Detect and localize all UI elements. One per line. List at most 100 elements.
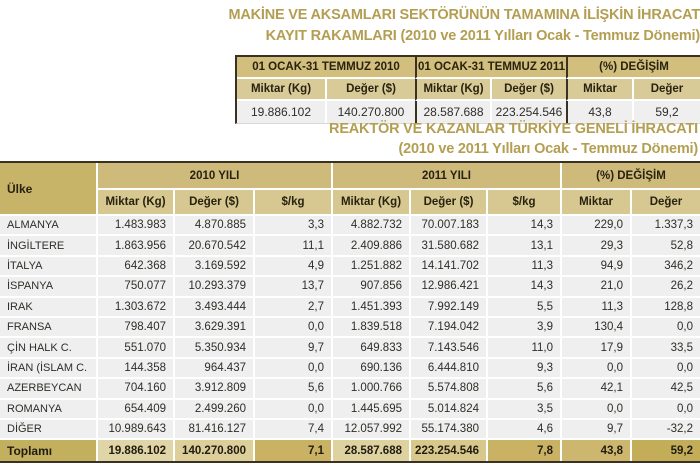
group-header-change: (%) DEĞİŞİM [560,163,700,190]
row-value: 11,3 [486,256,560,278]
row-value: 704.160 [96,379,173,400]
row-value: 14,3 [486,216,560,237]
row-value: 1.000.766 [331,379,409,400]
country-table: Ülke 2010 YILI 2011 YILI (%) DEĞİŞİM Mik… [0,161,700,464]
row-value: 3,9 [486,317,560,339]
row-value: 21,0 [560,277,630,298]
row-value: 0,0 [560,399,630,420]
row-value: 70.007.183 [409,216,486,237]
row-value: 0,0 [560,358,630,380]
column-header-country: Ülke [0,163,96,216]
row-value: 0,0 [630,399,700,420]
page-title-reactors-boilers: REAKTÖR VE KAZANLAR TÜRKİYE GENELİ İHRAC… [0,119,700,159]
row-value: 4,9 [253,256,331,278]
row-value: 5,6 [253,379,331,400]
column-header: Miktar [566,79,632,101]
row-value: 1.839.518 [331,317,409,339]
row-value: 13,1 [486,236,560,257]
row-value: 11,3 [560,297,630,318]
column-header: $/kg [486,190,560,216]
row-value: 52,8 [630,236,700,257]
row-country: ROMANYA [0,399,96,420]
row-value: 1.445.695 [331,399,409,420]
footer-label: Toplamı [0,440,96,462]
column-header: Miktar (Kg) [237,79,325,101]
row-country: ÇİN HALK C. [0,338,96,359]
row-country: İRAN (İSLAM C. [0,358,96,380]
row-value: 33,5 [630,338,700,359]
column-header: Değer [630,190,700,216]
row-value: 1.483.983 [96,216,173,237]
row-country: İNGİLTERE [0,236,96,257]
row-value: 55.174.380 [409,419,486,441]
row-value: 0,0 [253,399,331,420]
row-value: 12.057.992 [331,419,409,441]
footer-value: 7,8 [486,440,560,462]
row-value: 29,3 [560,236,630,257]
row-value: 346,2 [630,256,700,278]
row-value: 31.580.682 [409,236,486,257]
row-value: 1.451.393 [331,297,409,318]
row-value: 11,0 [486,338,560,359]
row-value: -32,2 [630,419,700,441]
row-value: 7.194.042 [409,317,486,339]
row-value: 130,4 [560,317,630,339]
row-value: 9,7 [560,419,630,441]
footer-value: 19.886.102 [96,440,173,462]
group-header-2011: 2011 YILI [331,163,560,190]
summary-value: 19.886.102 [237,101,325,123]
row-country: IRAK [0,297,96,318]
row-value: 3.912.809 [173,379,253,400]
row-value: 13,7 [253,277,331,298]
row-value: 3.169.592 [173,256,253,278]
row-value: 551.070 [96,338,173,359]
row-country: ALMANYA [0,216,96,237]
column-header: Miktar [560,190,630,216]
group-header-2010: 2010 YILI [96,163,331,190]
row-value: 229,0 [560,216,630,237]
group-header-2010: 01 OCAK-31 TEMMUZ 2010 [237,57,415,79]
row-value: 4,6 [486,419,560,441]
row-country: İSPANYA [0,277,96,298]
summary-value: 140.270.800 [325,101,415,123]
column-header: Değer [632,79,700,101]
row-value: 7,4 [253,419,331,441]
row-country: İTALYA [0,256,96,278]
row-value: 10.989.643 [96,419,173,441]
row-value: 2.409.886 [331,236,409,257]
row-value: 2.499.260 [173,399,253,420]
row-value: 4.870.885 [173,216,253,237]
footer-value: 43,8 [560,440,630,462]
row-value: 26,2 [630,277,700,298]
row-value: 649.833 [331,338,409,359]
row-value: 10.293.379 [173,277,253,298]
row-value: 5.350.934 [173,338,253,359]
column-header: Değer ($) [173,190,253,216]
row-value: 3.493.444 [173,297,253,318]
summary-value: 28.587.688 [415,101,490,123]
row-value: 2,7 [253,297,331,318]
row-value: 3.629.391 [173,317,253,339]
row-value: 5,5 [486,297,560,318]
column-header: Değer ($) [409,190,486,216]
row-value: 3,3 [253,216,331,237]
row-value: 642.368 [96,256,173,278]
row-value: 5.014.824 [409,399,486,420]
column-header: Miktar (Kg) [96,190,173,216]
row-value: 907.856 [331,277,409,298]
footer-value: 59,2 [630,440,700,462]
column-header: Değer ($) [325,79,415,101]
row-country: DİĞER [0,419,96,441]
row-value: 0,0 [253,358,331,380]
row-country: AZERBEYCAN [0,379,96,400]
row-value: 12.986.421 [409,277,486,298]
row-country: FRANSA [0,317,96,339]
row-value: 3,5 [486,399,560,420]
row-value: 128,8 [630,297,700,318]
row-value: 42,1 [560,379,630,400]
footer-value: 7,1 [253,440,331,462]
summary-value: 43,8 [566,101,632,123]
row-value: 14,3 [486,277,560,298]
row-value: 1.863.956 [96,236,173,257]
summary-value: 223.254.546 [490,101,566,123]
